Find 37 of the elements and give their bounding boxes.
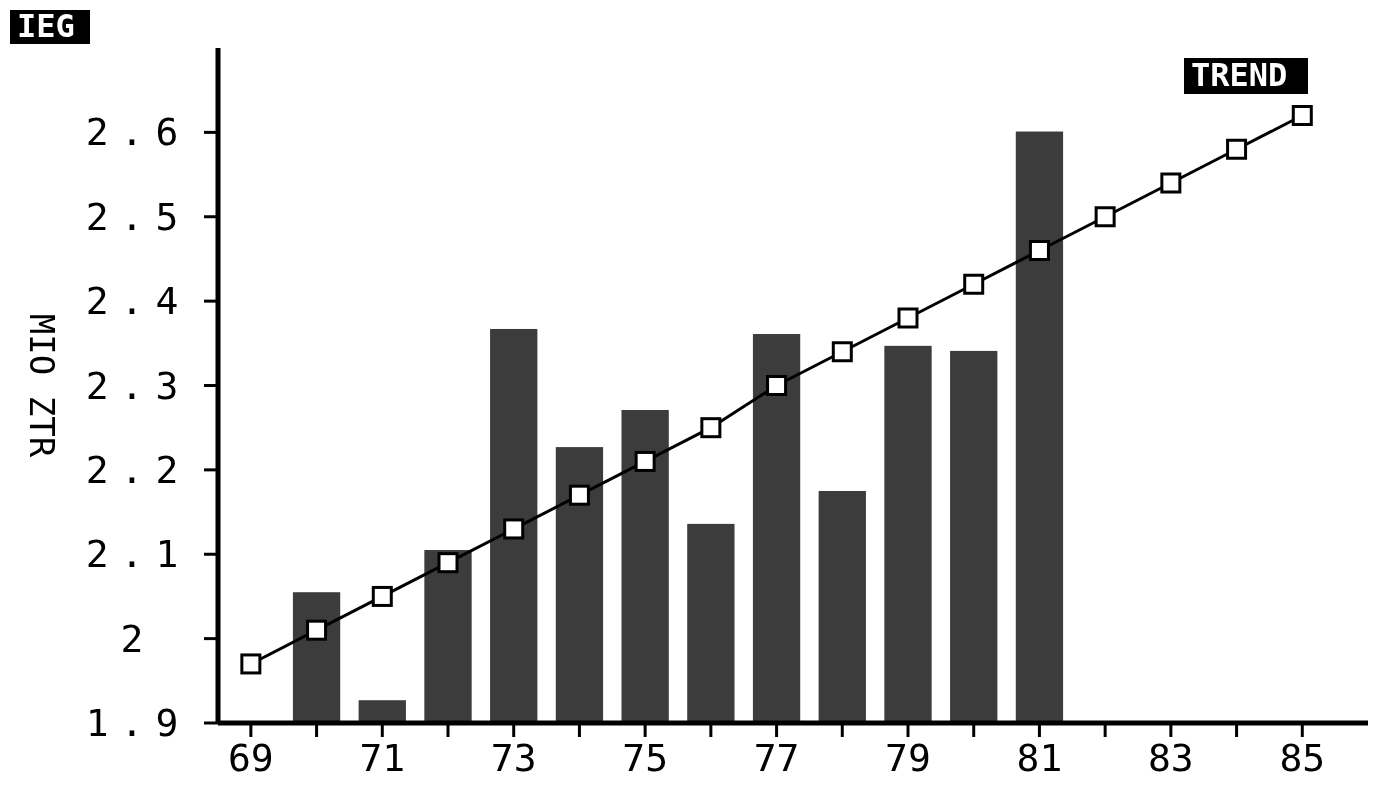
point	[1028, 240, 1050, 261]
x-tick-label: 73	[490, 736, 537, 780]
x-tick-label: 81	[1016, 736, 1063, 780]
x-tick-label: 85	[1279, 736, 1326, 780]
x-tick-label: 83	[1147, 736, 1194, 780]
point	[831, 341, 853, 363]
point	[437, 552, 459, 574]
point	[897, 307, 919, 329]
y-tick-label: 2.5	[85, 194, 191, 239]
point	[306, 619, 328, 641]
y-tick-label: 2.3	[85, 363, 191, 408]
point	[1160, 172, 1182, 194]
point	[568, 484, 590, 506]
y-tick-label: 2.2	[85, 447, 191, 492]
x-tick-label: 69	[227, 736, 274, 780]
point	[700, 417, 722, 439]
point	[503, 518, 525, 540]
x-tick-label: 79	[885, 736, 931, 780]
x-tick-label: 77	[753, 736, 800, 780]
point	[371, 585, 393, 607]
y-tick-label: 2.4	[85, 279, 191, 324]
point	[240, 653, 262, 675]
y-tick-label: 2.1	[85, 532, 191, 577]
point	[1094, 206, 1116, 228]
y-axis-title: MIO ZTR	[22, 313, 62, 458]
point	[766, 375, 788, 396]
chart-title: IEG	[17, 7, 75, 45]
point	[634, 450, 656, 472]
y-tick-label: 1.9	[85, 701, 191, 745]
y-tick-label: 2.6	[85, 110, 191, 155]
series-label: TREND	[1191, 56, 1288, 94]
point	[963, 273, 985, 295]
y-tick-label: 2	[120, 616, 156, 661]
point	[1291, 105, 1313, 126]
x-tick-label: 75	[622, 736, 669, 780]
point	[1226, 138, 1248, 160]
x-tick-label: 71	[359, 736, 406, 780]
